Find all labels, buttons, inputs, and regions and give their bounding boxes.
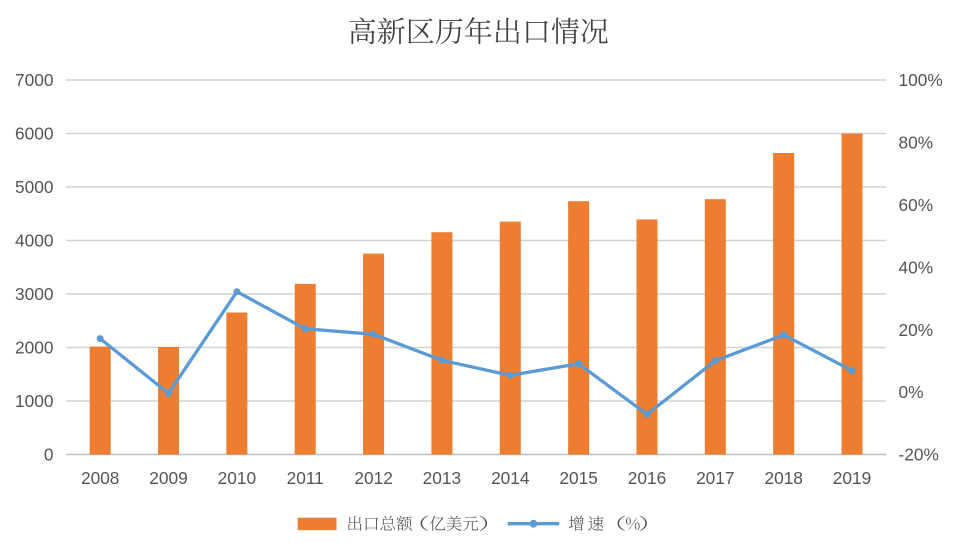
svg-text:0%: 0% xyxy=(899,382,924,402)
svg-text:20%: 20% xyxy=(899,320,934,340)
svg-text:3000: 3000 xyxy=(15,284,53,304)
svg-text:2015: 2015 xyxy=(559,468,597,488)
svg-text:6000: 6000 xyxy=(15,124,53,144)
svg-text:2014: 2014 xyxy=(491,468,530,488)
svg-text:0: 0 xyxy=(44,445,54,465)
svg-text:2012: 2012 xyxy=(354,468,392,488)
svg-text:4000: 4000 xyxy=(15,231,53,251)
svg-text:2010: 2010 xyxy=(218,468,256,488)
svg-text:60%: 60% xyxy=(899,195,934,215)
svg-text:40%: 40% xyxy=(899,257,934,277)
svg-text:2017: 2017 xyxy=(696,468,734,488)
svg-text:2013: 2013 xyxy=(423,468,461,488)
svg-text:2019: 2019 xyxy=(833,468,871,488)
svg-text:2016: 2016 xyxy=(628,468,666,488)
svg-text:80%: 80% xyxy=(899,133,934,153)
svg-text:2000: 2000 xyxy=(15,338,53,358)
svg-text:7000: 7000 xyxy=(15,70,53,90)
svg-text:2011: 2011 xyxy=(287,468,324,488)
svg-text:2018: 2018 xyxy=(764,468,802,488)
svg-text:2008: 2008 xyxy=(81,468,119,488)
svg-text:100%: 100% xyxy=(899,70,943,90)
svg-text:1000: 1000 xyxy=(15,391,53,411)
svg-text:2009: 2009 xyxy=(149,468,187,488)
svg-text:-20%: -20% xyxy=(899,445,939,465)
svg-text:5000: 5000 xyxy=(15,177,53,197)
